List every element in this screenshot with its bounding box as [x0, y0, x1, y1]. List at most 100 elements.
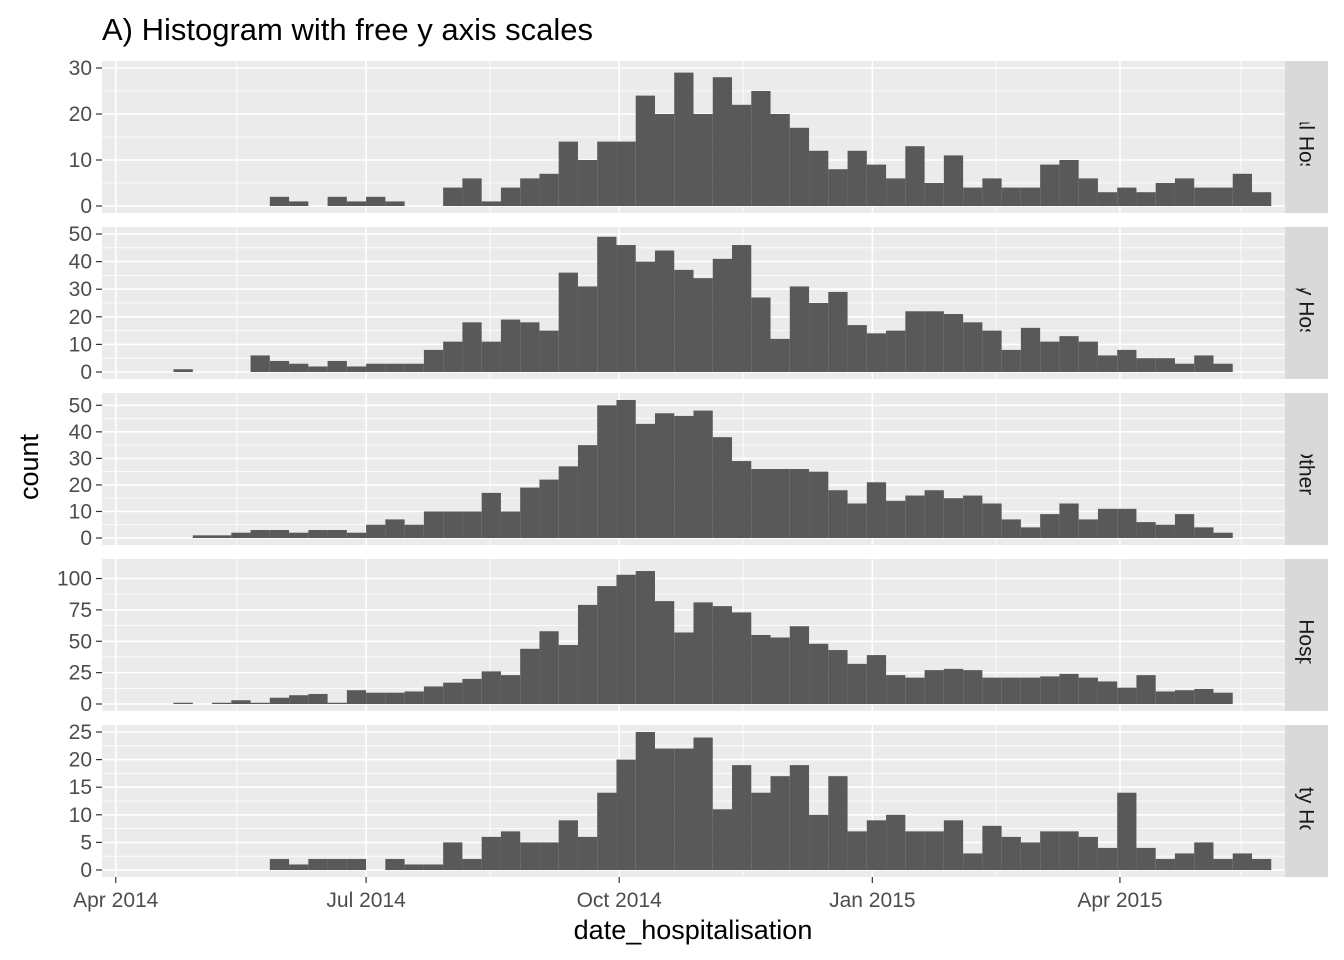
histogram-bar	[1001, 519, 1021, 538]
histogram-bar	[481, 492, 501, 538]
y-tick-label: 15	[69, 776, 92, 799]
histogram-bar	[905, 831, 925, 870]
y-tick-label: 20	[69, 306, 92, 329]
histogram-bar	[693, 114, 713, 206]
histogram-bar	[462, 858, 482, 870]
histogram-bar	[308, 530, 328, 538]
histogram-bar	[886, 500, 906, 538]
x-axis-title: date_hospitalisation	[574, 915, 813, 945]
histogram-bar	[520, 487, 540, 538]
histogram-bar	[500, 831, 521, 870]
histogram-bar	[385, 519, 405, 538]
histogram-bar	[327, 360, 347, 372]
facet-strip	[1285, 393, 1328, 545]
histogram-bar	[712, 606, 733, 704]
histogram-bar	[443, 511, 463, 538]
histogram-bar	[346, 858, 367, 870]
histogram-bar	[654, 413, 675, 538]
histogram-bar	[385, 363, 405, 372]
histogram-bar	[654, 114, 675, 206]
histogram-bar	[308, 366, 328, 372]
facet-panel: 0 25 50 75 100 Port Hospital	[57, 559, 1328, 716]
histogram-bar	[866, 820, 887, 870]
histogram-bar	[635, 95, 655, 206]
histogram-bar	[924, 311, 944, 372]
histogram-bar	[789, 469, 810, 538]
histogram-bar	[635, 261, 655, 372]
histogram-bar	[1117, 349, 1137, 372]
y-tick-label: 0	[80, 195, 92, 218]
histogram-bar	[828, 291, 848, 372]
histogram-bar	[751, 792, 771, 870]
y-tick-label: 10	[69, 149, 92, 172]
histogram-bar	[1174, 363, 1195, 372]
histogram-bar	[212, 535, 232, 538]
histogram-bar	[269, 530, 290, 538]
histogram-bar	[1097, 681, 1118, 704]
histogram-bar	[346, 366, 367, 372]
histogram-bar	[289, 532, 309, 538]
histogram-bar	[866, 333, 887, 372]
histogram-bar	[770, 338, 790, 372]
y-axis-title: count	[14, 433, 44, 500]
y-tick-label: 20	[69, 749, 92, 772]
histogram-bar	[1136, 847, 1156, 870]
histogram-bar	[289, 864, 309, 870]
histogram-bar	[231, 532, 251, 538]
histogram-bar	[789, 286, 810, 372]
histogram-bar	[654, 748, 675, 870]
histogram-bar	[1040, 676, 1060, 704]
histogram-bar	[809, 150, 829, 206]
histogram-bar	[520, 648, 540, 704]
histogram-bar	[500, 511, 521, 538]
histogram-bar	[539, 330, 559, 372]
histogram-bar	[1117, 687, 1137, 704]
histogram-bar	[250, 702, 270, 704]
histogram-bar	[327, 530, 347, 538]
histogram-bar	[1001, 677, 1021, 704]
histogram-bar	[1194, 527, 1214, 538]
histogram-bar	[173, 702, 193, 704]
histogram-bar	[654, 250, 675, 372]
histogram-bar	[712, 258, 733, 372]
histogram-bar	[770, 469, 790, 538]
histogram-bar	[539, 173, 559, 206]
histogram-bar	[674, 269, 694, 372]
y-tick-label: 25	[69, 721, 92, 744]
histogram-bar	[192, 535, 213, 538]
histogram-bar	[1174, 514, 1195, 538]
histogram-bar	[539, 842, 559, 870]
y-tick-label: 30	[69, 447, 92, 470]
y-tick-label: 30	[69, 57, 92, 80]
histogram-bar	[732, 765, 752, 870]
histogram-bar	[943, 155, 964, 206]
histogram-bar	[751, 91, 771, 206]
histogram-bar	[1117, 187, 1137, 206]
histogram-bar	[866, 482, 887, 538]
facet-strip	[1285, 559, 1328, 711]
y-tick-label: 10	[69, 500, 92, 523]
histogram-bar	[462, 511, 482, 538]
histogram-bar	[308, 693, 328, 704]
histogram-bar	[597, 792, 617, 870]
facet-strip-label: Port Hospital	[1295, 575, 1318, 695]
y-tick-label: 25	[69, 662, 92, 685]
histogram-bar	[674, 632, 694, 704]
histogram-bar	[597, 586, 617, 704]
histogram-bar	[366, 363, 386, 372]
histogram-bar	[770, 776, 790, 870]
histogram-bar	[597, 405, 617, 538]
histogram-bar	[1155, 183, 1175, 206]
histogram-bar	[886, 178, 906, 206]
histogram-bar	[616, 245, 636, 372]
histogram-bar	[577, 286, 598, 372]
histogram-bar	[751, 469, 771, 538]
facet-strip	[1285, 227, 1328, 379]
y-tick-label: 0	[80, 693, 92, 716]
histogram-bar	[732, 612, 752, 704]
histogram-bar	[1232, 173, 1252, 206]
histogram-bar	[1001, 836, 1021, 870]
chart-title: A) Histogram with free y axis scales	[102, 12, 593, 47]
histogram-bar	[635, 732, 655, 870]
histogram-bar	[847, 831, 867, 870]
